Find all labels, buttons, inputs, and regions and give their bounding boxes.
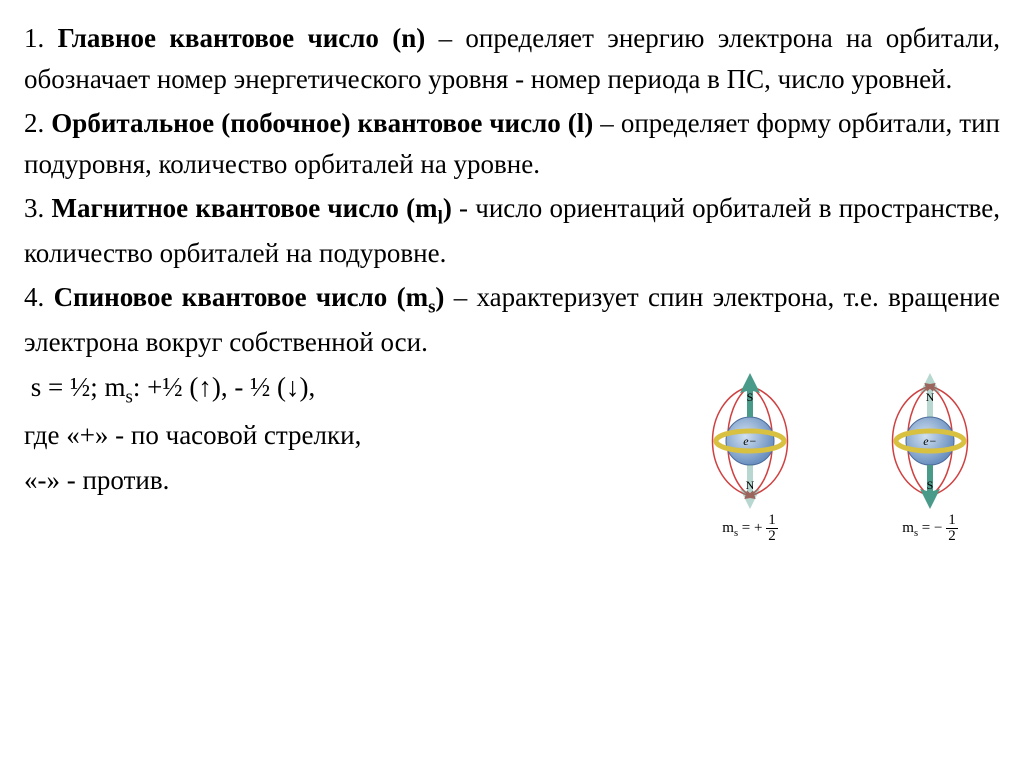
svg-text:N: N (746, 478, 755, 492)
spin-line1-sub: s (126, 386, 133, 407)
spin-line-1: s = ½; ms: +½ (↑), - ½ (↓), (24, 367, 660, 412)
item-4-num: 4. (24, 282, 54, 312)
item-1-num: 1. (24, 23, 58, 53)
spin-down-icon: N S e− (860, 371, 1000, 511)
spin-detail-block: s = ½; ms: +½ (↑), - ½ (↓), где «+» - по… (24, 367, 1000, 544)
item-3-title-a: Магнитное квантовое число (m (51, 193, 437, 223)
item-1-title: Главное квантовое число (n) (58, 23, 426, 53)
item-3: 3. Магнитное квантовое число (ml) - числ… (24, 188, 1000, 273)
svg-text:S: S (927, 478, 934, 492)
spin-line1-b: : +½ (↑), - ½ (↓), (133, 372, 315, 402)
item-4-title-a: Спиновое квантовое число (m (54, 282, 429, 312)
item-1: 1. Главное квантовое число (n) – определ… (24, 18, 1000, 99)
spin-right-caption: ms = − 12 (902, 513, 957, 544)
item-2-title: Орбитальное (побочное) квантовое число (… (51, 108, 593, 138)
spin-left-caption: ms = + 12 (722, 513, 777, 544)
spin-line-3: «-» - против. (24, 460, 660, 501)
spin-figure-left: S N e− ms = + 12 (680, 371, 820, 544)
item-3-title-b: ) (443, 193, 452, 223)
item-2-num: 2. (24, 108, 51, 138)
svg-text:N: N (926, 390, 935, 404)
spin-figure-right: N S e− ms = − 12 (860, 371, 1000, 544)
spin-line1-a: s = ½; m (31, 372, 126, 402)
item-4: 4. Спиновое квантовое число (ms) – харак… (24, 277, 1000, 362)
item-2: 2. Орбитальное (побочное) квантовое числ… (24, 103, 1000, 184)
spin-line-2: где «+» - по часовой стрелки, (24, 415, 660, 456)
item-3-num: 3. (24, 193, 51, 223)
svg-text:e−: e− (743, 434, 756, 448)
svg-text:e−: e− (923, 434, 936, 448)
spin-up-icon: S N e− (680, 371, 820, 511)
spin-figures: S N e− ms = + 12 (680, 371, 1000, 544)
spin-text-block: s = ½; ms: +½ (↑), - ½ (↓), где «+» - по… (24, 367, 660, 505)
svg-text:S: S (747, 390, 754, 404)
